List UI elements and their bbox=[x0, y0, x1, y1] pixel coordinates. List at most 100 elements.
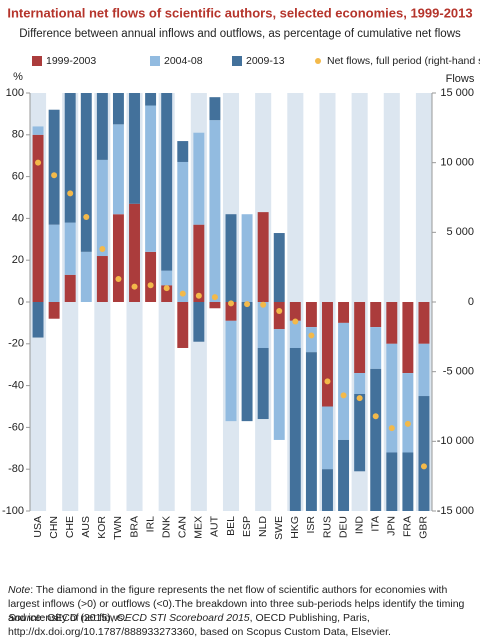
bar bbox=[338, 439, 350, 511]
x-tick-label: ITA bbox=[370, 516, 382, 532]
dot bbox=[115, 276, 122, 283]
x-tick-label: BEL bbox=[225, 516, 237, 536]
y-tick-label: -40 bbox=[8, 380, 24, 392]
chart-subtitle: Difference between annual inflows and ou… bbox=[19, 28, 461, 40]
note-text: : The diamond in the figure represents t… bbox=[8, 584, 465, 624]
bar bbox=[80, 93, 92, 252]
bar bbox=[322, 469, 333, 511]
chart-title: International net flows of scientific au… bbox=[7, 5, 472, 20]
bar bbox=[64, 274, 76, 302]
bar bbox=[225, 214, 237, 302]
bar bbox=[370, 302, 382, 328]
legend-label: Net flows, full period (right-hand scale… bbox=[327, 55, 480, 67]
bar bbox=[193, 302, 205, 342]
x-tick-label: KOR bbox=[96, 516, 108, 539]
x-tick-label: RUS bbox=[321, 516, 333, 538]
dot bbox=[388, 425, 395, 432]
bar bbox=[193, 224, 205, 302]
dot bbox=[404, 420, 411, 427]
bar bbox=[273, 233, 285, 302]
bar bbox=[80, 251, 92, 302]
source-text: : OECD (2015), bbox=[41, 612, 117, 624]
bar bbox=[112, 124, 124, 215]
y-tick-label: -80 bbox=[8, 463, 24, 475]
bar bbox=[112, 93, 124, 125]
dot bbox=[179, 290, 186, 297]
y2-tick-label: -15 000 bbox=[437, 505, 474, 517]
dot bbox=[356, 395, 363, 402]
x-tick-label: NLD bbox=[257, 516, 269, 537]
dot bbox=[51, 172, 58, 179]
dot bbox=[228, 300, 234, 307]
dot bbox=[195, 292, 202, 299]
bar bbox=[386, 302, 398, 344]
dot bbox=[83, 214, 90, 221]
y-tick-label: 0 bbox=[18, 296, 24, 308]
dot bbox=[292, 318, 299, 325]
y-tick-label: 80 bbox=[12, 129, 24, 141]
legend-label: 2009-13 bbox=[246, 55, 285, 67]
bar bbox=[402, 302, 414, 374]
x-tick-label: AUT bbox=[209, 515, 221, 537]
dot bbox=[211, 294, 218, 301]
bar bbox=[177, 161, 189, 302]
bar bbox=[418, 396, 430, 511]
bar bbox=[418, 302, 430, 344]
bar bbox=[129, 203, 140, 302]
bar bbox=[305, 352, 317, 511]
bar bbox=[289, 302, 301, 321]
y-tick-label: 100 bbox=[6, 87, 24, 99]
y2-tick-label: -5 000 bbox=[443, 366, 474, 378]
bar bbox=[177, 141, 189, 162]
bar bbox=[145, 93, 157, 106]
bar bbox=[32, 302, 44, 338]
y-tick-label: -60 bbox=[8, 421, 24, 433]
bar bbox=[354, 302, 366, 374]
bar bbox=[96, 93, 108, 160]
dot bbox=[276, 308, 283, 315]
dot bbox=[308, 332, 315, 339]
bar bbox=[402, 452, 414, 511]
bar bbox=[96, 159, 108, 257]
y-tick-label: 20 bbox=[12, 254, 24, 266]
bar bbox=[305, 302, 317, 328]
bar bbox=[305, 327, 317, 353]
y-tick-label: 40 bbox=[12, 212, 24, 224]
y-tick-label: 60 bbox=[12, 171, 24, 183]
chart: International net flows of scientific au… bbox=[2, 5, 480, 540]
x-tick-label: AUS bbox=[80, 516, 92, 538]
legend-marker bbox=[232, 56, 242, 66]
legend-label: 1999-2003 bbox=[46, 55, 96, 67]
bar bbox=[241, 302, 253, 422]
dot bbox=[420, 463, 427, 470]
bar bbox=[338, 302, 350, 323]
bar bbox=[225, 320, 237, 422]
bar bbox=[257, 302, 269, 348]
x-tick-label: SWE bbox=[273, 516, 285, 540]
bar bbox=[129, 93, 140, 204]
bar bbox=[64, 93, 76, 223]
note-label: Note bbox=[8, 584, 31, 596]
bar bbox=[145, 105, 157, 252]
bar bbox=[257, 212, 269, 302]
source-label: Source bbox=[8, 612, 42, 624]
source: Source: OECD (2015), OECD STI Scoreboard… bbox=[8, 611, 474, 639]
x-tick-label: DNK bbox=[160, 516, 172, 538]
x-tick-label: CHE bbox=[64, 516, 76, 538]
bar bbox=[48, 302, 60, 319]
bar bbox=[48, 224, 60, 302]
bar bbox=[177, 302, 189, 348]
x-tick-label: IRL bbox=[144, 516, 156, 533]
legend-marker bbox=[150, 56, 160, 66]
dot bbox=[340, 392, 347, 399]
bar bbox=[209, 97, 221, 121]
dot bbox=[372, 413, 379, 420]
x-tick-label: MEX bbox=[193, 516, 205, 539]
x-tick-label: DEU bbox=[337, 516, 349, 538]
x-tick-label: HKG bbox=[289, 516, 301, 539]
x-tick-label: ISR bbox=[305, 516, 317, 534]
bar bbox=[257, 347, 269, 420]
x-tick-label: IND bbox=[353, 516, 365, 535]
dot bbox=[147, 282, 154, 289]
x-tick-label: JPN bbox=[386, 516, 398, 536]
